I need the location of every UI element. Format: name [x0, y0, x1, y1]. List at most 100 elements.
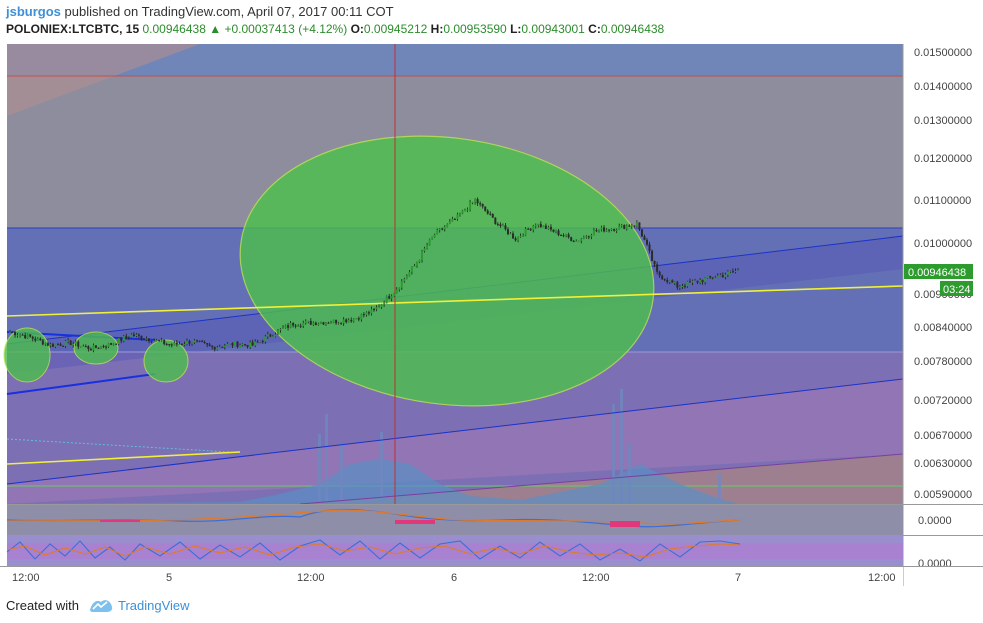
candle-body [496, 223, 499, 225]
candle-body [653, 260, 656, 265]
candle-body [630, 225, 633, 227]
candle-body [188, 340, 191, 344]
candle-body [24, 335, 27, 339]
candle-body [170, 344, 173, 346]
time-tick: 6 [451, 572, 457, 584]
candle-body [395, 289, 398, 294]
candle-body [668, 280, 671, 283]
candle-body [19, 334, 22, 336]
candle-body [196, 340, 199, 342]
candle-body [605, 229, 608, 232]
candle-body [638, 222, 641, 230]
chart-svg[interactable]: 0.01500000 0.01400000 0.01300000 0.01200… [0, 44, 983, 586]
candle-body [585, 236, 588, 238]
time-axis-ticks: 12:00 5 12:00 6 12:00 7 12:00 [12, 572, 896, 584]
candle-body [542, 225, 545, 228]
candle-body [729, 271, 732, 273]
price-tick: 0.00630000 [914, 458, 972, 470]
candle-body [140, 335, 143, 340]
candle-body [89, 349, 92, 351]
candle-body [517, 236, 520, 241]
candle-body [421, 251, 424, 260]
candle-body [340, 322, 343, 324]
candle-body [383, 303, 386, 305]
candle-body [309, 320, 312, 325]
price-axis[interactable] [903, 44, 983, 586]
candle-body [266, 334, 269, 337]
candle-body [115, 343, 118, 345]
created-with-label: Created with [6, 598, 79, 613]
tradingview-logo-icon[interactable] [88, 596, 114, 614]
candle-body [446, 223, 449, 227]
candle-body [678, 286, 681, 288]
candle-body [658, 271, 661, 276]
time-tick: 12:00 [12, 572, 40, 584]
candle-body [600, 227, 603, 230]
candle-body [158, 339, 161, 341]
indicator-histogram [100, 520, 640, 527]
candle-body [562, 235, 565, 237]
candle-body [441, 228, 444, 230]
candle-body [294, 325, 297, 327]
candle-body [236, 341, 239, 347]
candle-body [557, 230, 560, 236]
candle-body [62, 345, 65, 347]
candle-body [514, 238, 517, 241]
candle-body [160, 339, 163, 341]
tradingview-link[interactable]: TradingView [118, 598, 190, 613]
candle-body [314, 322, 317, 325]
close-label: C: [588, 22, 601, 36]
candle-body [555, 230, 557, 232]
candle-body [509, 233, 512, 235]
candle-body [613, 229, 616, 231]
candle-body [256, 341, 259, 343]
close-value: 0.00946438 [600, 22, 665, 36]
candle-body [633, 225, 636, 227]
small-ellipse [3, 327, 51, 383]
candle-body [663, 279, 666, 281]
candle-body [150, 341, 153, 343]
trend-line-yellow-low [6, 451, 241, 465]
countdown-tag [940, 281, 973, 296]
candle-body [79, 346, 82, 348]
candle-body [716, 275, 719, 278]
candle-body [694, 280, 697, 282]
volume-bars [318, 389, 721, 504]
author-link[interactable]: jsburgos [6, 4, 61, 19]
candle-body [529, 229, 532, 231]
candle-body [385, 296, 388, 304]
indicator-signal [6, 509, 741, 525]
stoch-band [7, 543, 903, 559]
candle-body [46, 343, 49, 346]
candle-body [388, 296, 391, 299]
candle-body [289, 323, 292, 328]
price-change: +0.00037413 (+4.12%) [224, 22, 348, 36]
candle-body [135, 334, 138, 337]
symbol-label: POLONIEX:LTCBTC, 15 [6, 22, 140, 36]
candle-body [332, 319, 335, 323]
countdown-label: 03:24 [943, 284, 971, 296]
candle-body [448, 221, 451, 224]
open-label: O: [350, 22, 364, 36]
time-axis[interactable] [0, 566, 903, 586]
candle-body [299, 325, 302, 327]
time-tick: 12:00 [868, 572, 896, 584]
candle-body [360, 314, 363, 320]
candle-body [367, 312, 370, 314]
candle-body [269, 334, 272, 337]
candle-body [373, 309, 375, 311]
candle-body [233, 341, 236, 346]
candle-body [327, 322, 330, 324]
high-label: H: [430, 22, 444, 36]
candle-body [572, 240, 575, 242]
candle-body [72, 343, 75, 345]
candle-body [64, 341, 67, 347]
candle-body [307, 320, 310, 322]
candle-body [499, 224, 502, 226]
price-tick: 0.00720000 [914, 395, 972, 407]
candle-body [711, 277, 714, 279]
candle-body [94, 345, 97, 348]
candle-body [155, 339, 158, 341]
candle-body [168, 344, 171, 346]
chart-area[interactable]: 0.01500000 0.01400000 0.01300000 0.01200… [0, 44, 983, 586]
